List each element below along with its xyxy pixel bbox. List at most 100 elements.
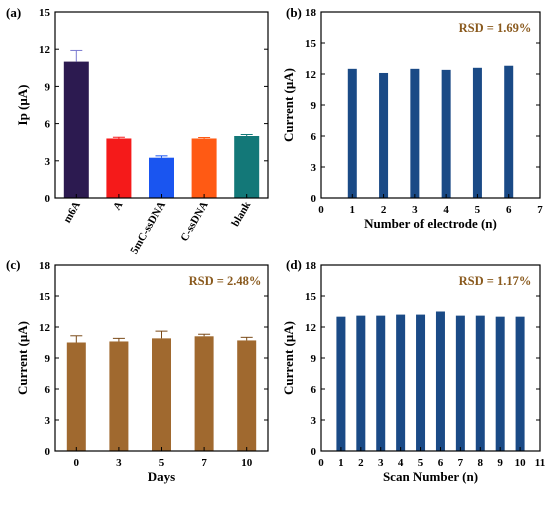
bar [63, 61, 89, 198]
x-tick-label: 5 [475, 204, 481, 216]
y-tick-label: 12 [39, 44, 51, 56]
bar [396, 314, 406, 451]
bar [149, 157, 174, 198]
x-tick-label: 7 [537, 204, 543, 216]
bar [504, 65, 514, 198]
plot-frame [320, 264, 541, 452]
x-tick-label: 3 [116, 457, 122, 469]
y-tick-label: 15 [39, 291, 51, 303]
x-tick-label: 0 [318, 457, 324, 469]
bar [455, 315, 465, 451]
x-tick-label: 3 [378, 457, 384, 469]
y-tick-label: 15 [305, 291, 317, 303]
y-tick-label: 0 [311, 193, 317, 205]
x-tick-label: C-ssDNA [178, 199, 210, 243]
bar [152, 338, 171, 451]
x-tick-label: 7 [201, 457, 207, 469]
bar [376, 315, 386, 451]
x-tick-label: 5mC-ssDNA [128, 199, 168, 256]
x-tick-label: 2 [358, 457, 364, 469]
y-tick-label: 3 [311, 162, 317, 174]
y-tick-label: 9 [45, 81, 51, 93]
y-axis-label: Current (μA) [15, 321, 30, 395]
y-tick-label: 18 [39, 260, 51, 272]
y-tick-label: 18 [305, 260, 317, 272]
bar [495, 316, 505, 451]
x-tick-label: 0 [318, 204, 324, 216]
bar [356, 315, 366, 451]
y-axis-label: Current (μA) [281, 68, 296, 142]
y-tick-label: 6 [311, 384, 317, 396]
bar [194, 336, 214, 451]
panel-c: (c) 0 3 6 9 12 15 18 0 3 5 7 10 Days Current (μA) RSD =… [6, 257, 269, 484]
bar [472, 67, 482, 198]
x-tick-label: 3 [412, 204, 418, 216]
x-tick-label: 10 [241, 457, 253, 469]
x-axis-label: Number of electrode (n) [364, 216, 497, 231]
x-tick-label: 4 [443, 204, 449, 216]
y-tick-label: 6 [311, 131, 317, 143]
x-tick-label: 1 [338, 457, 344, 469]
bar [336, 316, 346, 451]
x-tick-label: blank [229, 199, 253, 229]
y-tick-label: 6 [45, 119, 51, 131]
y-tick-label: 9 [311, 353, 317, 365]
bar [515, 316, 525, 451]
x-tick-label: 8 [478, 457, 484, 469]
x-tick-label: 4 [398, 457, 404, 469]
panel-a: (a) 0 3 6 9 12 15 m6A A 5mC-ssDNA C-ssDNA blank Ip (… [6, 5, 269, 256]
y-tick-label: 12 [305, 69, 317, 81]
x-axis-label: Days [148, 469, 175, 484]
y-tick-label: 3 [45, 156, 51, 168]
bar [234, 136, 260, 198]
y-tick-label: 12 [305, 322, 317, 334]
bar [435, 311, 445, 451]
rsd-annotation: RSD = 1.17% [459, 274, 532, 288]
x-tick-label: 7 [458, 457, 464, 469]
y-tick-label: 18 [305, 7, 317, 19]
y-tick-label: 15 [305, 38, 317, 50]
bar [475, 315, 485, 451]
bar [237, 340, 257, 451]
bar [347, 68, 357, 198]
y-tick-label: 0 [45, 193, 51, 205]
x-tick-label: 11 [535, 457, 545, 469]
x-tick-label: 1 [350, 204, 356, 216]
bar [379, 72, 389, 198]
y-tick-label: 15 [39, 7, 51, 19]
y-tick-label: 0 [45, 446, 51, 458]
y-tick-label: 6 [45, 384, 51, 396]
x-tick-label: 6 [438, 457, 444, 469]
y-tick-label: 9 [45, 353, 51, 365]
x-tick-label: 10 [515, 457, 527, 469]
rsd-annotation: RSD = 2.48% [189, 274, 262, 288]
x-axis-label: Scan Number (n) [383, 469, 478, 484]
panel-label: (b) [286, 5, 302, 20]
x-tick-label: 6 [506, 204, 512, 216]
x-tick-label: 5 [418, 457, 424, 469]
panel-label: (d) [286, 257, 302, 272]
y-axis-label: Current (μA) [281, 321, 296, 395]
bar [109, 341, 129, 451]
y-tick-label: 0 [311, 446, 317, 458]
bar [106, 138, 132, 198]
bar [66, 342, 86, 451]
x-tick-label: 5 [159, 457, 165, 469]
panel-label: (a) [6, 5, 21, 20]
rsd-annotation: RSD = 1.69% [459, 21, 532, 35]
panel-label: (c) [6, 257, 20, 272]
y-tick-label: 9 [311, 100, 317, 112]
y-tick-label: 3 [45, 415, 51, 427]
x-tick-label: 2 [381, 204, 387, 216]
x-tick-label: A [111, 199, 125, 212]
bar [441, 69, 451, 198]
bar [416, 314, 426, 451]
x-tick-label: m6A [61, 199, 83, 225]
bar [410, 68, 420, 198]
x-tick-label: 0 [74, 457, 80, 469]
y-axis-label: Ip (μA) [15, 85, 30, 126]
y-tick-label: 3 [311, 415, 317, 427]
